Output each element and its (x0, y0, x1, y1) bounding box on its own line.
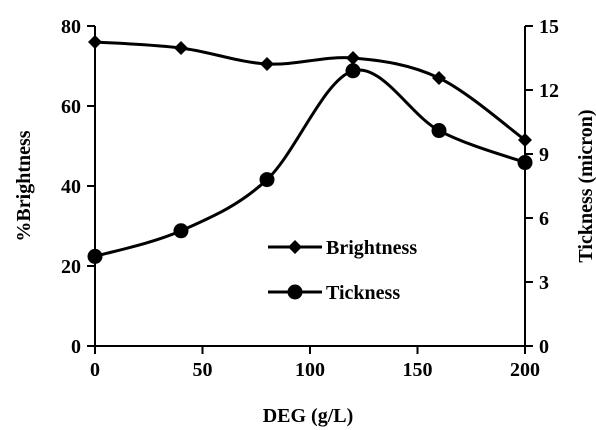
data-point-tickness (259, 172, 275, 188)
legend-marker-brightness (288, 240, 302, 254)
y-right-tick-label: 3 (539, 272, 549, 294)
series-line-brightness (94, 40, 526, 142)
data-point-tickness (517, 155, 533, 171)
data-point-tickness (431, 123, 447, 139)
data-point-brightness (346, 51, 360, 65)
x-axis-title: DEG (g/L) (263, 405, 354, 427)
x-tick-label: 0 (90, 359, 100, 381)
data-point-tickness (87, 248, 103, 264)
y-right-tick-label: 15 (539, 16, 559, 38)
y-left-tick-label: 0 (71, 336, 81, 358)
data-point-brightness (432, 71, 446, 85)
legend-item-tickness: Tickness (268, 282, 400, 304)
y-left-tick-label: 60 (61, 96, 81, 118)
x-tick-label: 200 (510, 359, 540, 381)
x-tick-label: 50 (193, 359, 213, 381)
data-point-brightness (518, 133, 532, 147)
data-point-brightness (260, 57, 274, 71)
y-axis-right-title: Tickness (micron) (575, 109, 596, 262)
y-axis-left-title: %Brightness (13, 130, 35, 241)
data-point-tickness (345, 63, 361, 79)
series-layer (87, 35, 533, 264)
legend-marker-tickness (287, 284, 303, 300)
series-line-tickness (94, 68, 526, 258)
y-left-tick-label: 20 (61, 256, 81, 278)
data-point-brightness (88, 35, 102, 49)
x-tick-label: 150 (403, 359, 433, 381)
legend: Brightness Tickness (268, 237, 417, 304)
data-point-brightness (174, 41, 188, 55)
legend-label-brightness: Brightness (326, 237, 417, 259)
y-right-tick-label: 9 (539, 144, 549, 166)
data-point-tickness (173, 223, 189, 239)
y-right-tick-label: 0 (539, 336, 549, 358)
x-tick-label: 100 (295, 359, 325, 381)
legend-item-brightness: Brightness (268, 237, 417, 259)
y-left-tick-label: 40 (61, 176, 81, 198)
y-left-tick-label: 80 (61, 16, 81, 38)
legend-label-tickness: Tickness (326, 282, 400, 304)
series-tickness (87, 63, 533, 264)
y-right-tick-label: 12 (539, 80, 559, 102)
y-right-tick-label: 6 (539, 208, 549, 230)
series-brightness (88, 35, 532, 147)
